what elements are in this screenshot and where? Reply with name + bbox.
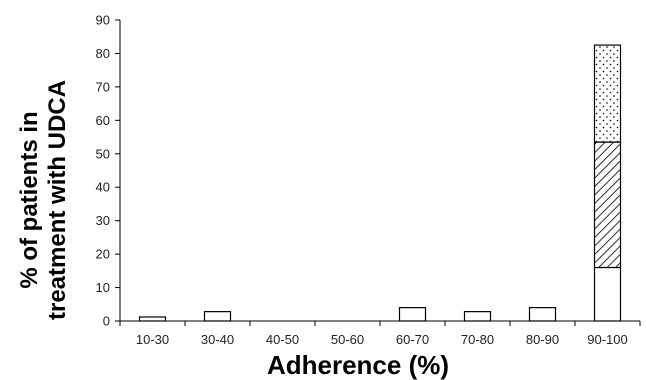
bars xyxy=(138,44,622,322)
bar-segment-plain xyxy=(593,266,622,322)
x-axis: 10-30 30-40 40-50 50-60 60-70 70-80 80-90 90-10… xyxy=(119,320,641,347)
x-tick-label: 80-90 xyxy=(526,332,559,347)
x-tick-label: 50-60 xyxy=(331,332,364,347)
y-tick-label: 90 xyxy=(96,13,110,28)
y-axis-title-line-2: treatment with UDCA xyxy=(44,80,71,320)
y-tick-label: 70 xyxy=(96,79,110,94)
x-tick-label: 90-100 xyxy=(587,332,627,347)
x-tick-label: 30-40 xyxy=(201,332,234,347)
y-axis: 0 10 20 30 40 50 60 70 80 90 xyxy=(96,13,121,329)
y-tick-label: 10 xyxy=(96,280,110,295)
y-tick-label: 0 xyxy=(103,314,110,329)
x-tick-label: 70-80 xyxy=(461,332,494,347)
bar xyxy=(138,316,167,322)
bar-segment-dotted xyxy=(593,44,622,143)
bar xyxy=(398,307,427,322)
y-tick-label: 60 xyxy=(96,113,110,128)
x-tick-label: 10-30 xyxy=(136,332,169,347)
y-tick-label: 30 xyxy=(96,213,110,228)
bar xyxy=(463,311,492,322)
y-axis-title: % of patients in treatment with UDCA xyxy=(16,80,71,320)
y-axis-title-line-1: % of patients in xyxy=(16,111,43,288)
bar xyxy=(203,311,232,322)
x-axis-title: Adherence (%) xyxy=(267,350,449,380)
y-tick-label: 40 xyxy=(96,180,110,195)
x-tick-label: 40-50 xyxy=(266,332,299,347)
bar xyxy=(528,307,557,322)
y-tick-label: 20 xyxy=(96,247,110,262)
bar-segment-hatched xyxy=(593,141,622,269)
y-tick-label: 80 xyxy=(96,46,110,61)
x-tick-label: 60-70 xyxy=(396,332,429,347)
y-tick-label: 50 xyxy=(96,146,110,161)
